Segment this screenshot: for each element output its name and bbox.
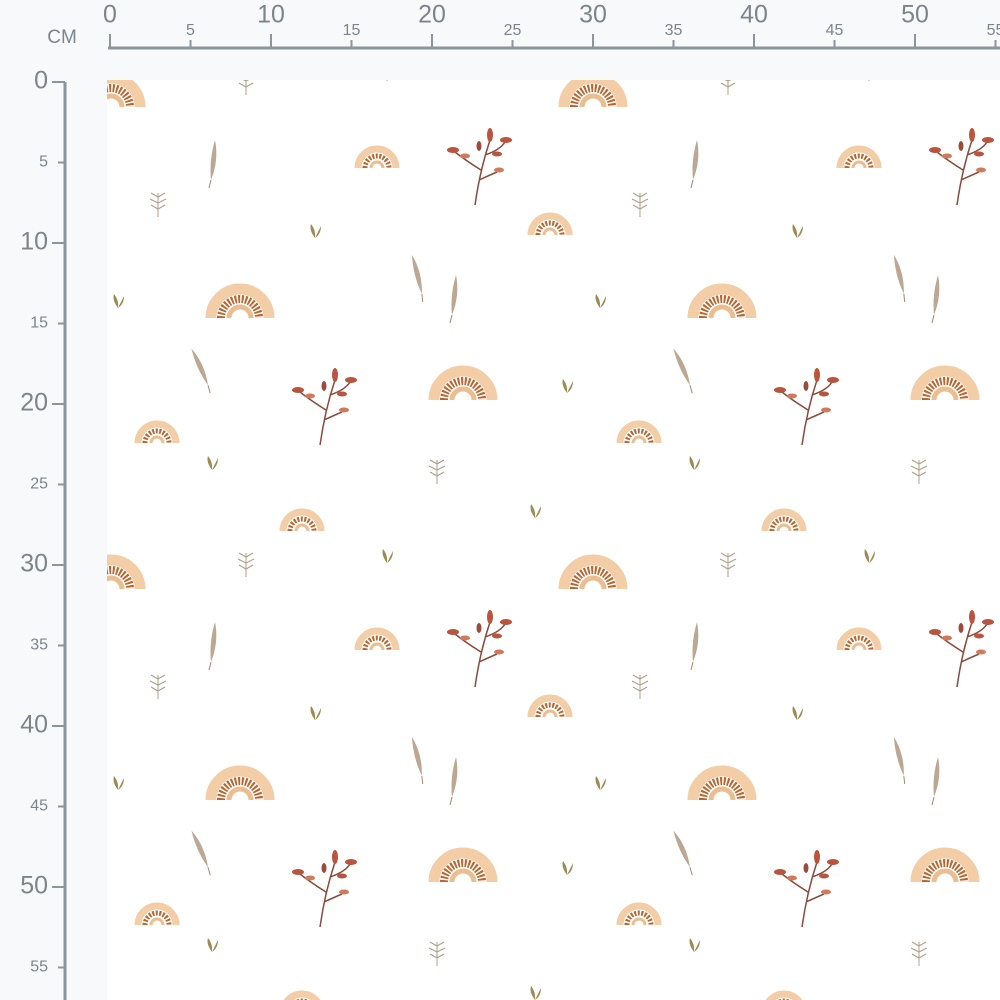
top-tick-label: 15 <box>343 22 361 39</box>
top-tick-label: 45 <box>826 22 844 39</box>
fabric-pattern <box>107 80 1000 1000</box>
top-tick-label: 30 <box>579 1 607 29</box>
left-tick-label: 50 <box>20 872 48 900</box>
left-tick-label: 40 <box>20 711 48 739</box>
left-tick-label: 35 <box>30 637 48 654</box>
top-tick-label: 20 <box>418 1 446 29</box>
top-tick-label: 5 <box>186 22 195 39</box>
top-tick-label: 25 <box>504 22 522 39</box>
top-tick-label: 50 <box>901 1 929 29</box>
left-tick-label: 0 <box>34 67 48 95</box>
top-tick-label: 0 <box>103 1 117 29</box>
left-tick-label: 30 <box>20 550 48 578</box>
unit-label: CM <box>47 27 77 48</box>
top-tick-label: 10 <box>257 1 285 29</box>
top-tick-label: 55 <box>987 22 1000 39</box>
left-tick-label: 15 <box>30 315 48 332</box>
top-tick-label: 40 <box>740 1 768 29</box>
left-tick-label: 5 <box>39 154 48 171</box>
left-tick-label: 20 <box>20 389 48 417</box>
top-tick-label: 35 <box>665 22 683 39</box>
left-tick-label: 25 <box>30 476 48 493</box>
left-tick-label: 45 <box>30 798 48 815</box>
left-tick-label: 55 <box>30 959 48 976</box>
left-tick-label: 10 <box>20 228 48 256</box>
